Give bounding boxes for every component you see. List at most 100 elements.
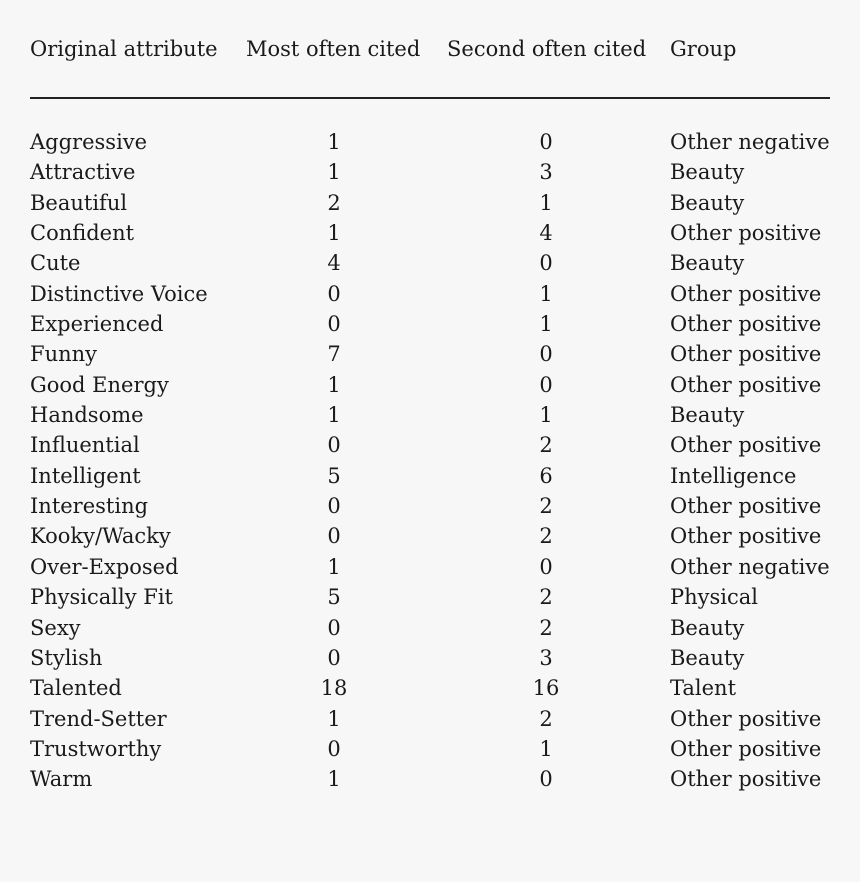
table-row: Cute 4 0 Beauty [30, 248, 830, 278]
cell-most-often-cited: 0 [327, 494, 341, 519]
cell-most-often-cited: 0 [327, 524, 341, 549]
cell-attribute: Intelligent [30, 463, 141, 488]
cell-group: Beauty [670, 251, 745, 276]
table-row: Stylish 0 3 Beauty [30, 643, 830, 673]
cell-attribute: Cute [30, 251, 81, 276]
table-row: Handsome 1 1 Beauty [30, 400, 830, 430]
table-row: Experienced 0 1 Other positive [30, 309, 830, 339]
cell-second-often-cited: 0 [539, 767, 553, 792]
cell-most-often-cited: 0 [327, 645, 341, 670]
cell-most-often-cited: 5 [327, 585, 341, 610]
table-row: Intelligent 5 6 Intelligence [30, 461, 830, 491]
cell-second-often-cited: 0 [539, 554, 553, 579]
cell-second-often-cited: 3 [539, 645, 553, 670]
table-row: Attractive 1 3 Beauty [30, 157, 830, 187]
cell-attribute: Stylish [30, 645, 103, 670]
cell-second-often-cited: 1 [539, 736, 553, 761]
cell-most-often-cited: 0 [327, 281, 341, 306]
cell-second-often-cited: 2 [539, 494, 553, 519]
cell-group: Beauty [670, 160, 745, 185]
cell-second-often-cited: 1 [539, 190, 553, 215]
cell-group: Beauty [670, 403, 745, 428]
cell-group: Beauty [670, 615, 745, 640]
table-row: Kooky/Wacky 0 2 Other positive [30, 521, 830, 551]
cell-attribute: Influential [30, 433, 140, 458]
cell-second-often-cited: 0 [539, 372, 553, 397]
table-row: Funny 7 0 Other positive [30, 339, 830, 369]
cell-group: Physical [670, 585, 759, 610]
cell-attribute: Funny [30, 342, 98, 367]
cell-most-often-cited: 0 [327, 433, 341, 458]
table-row: Good Energy 1 0 Other positive [30, 370, 830, 400]
cell-group: Intelligence [670, 463, 797, 488]
cell-group: Other positive [670, 342, 822, 367]
header-original-attribute: Original attribute [30, 37, 218, 61]
cell-most-often-cited: 0 [327, 312, 341, 337]
cell-second-often-cited: 16 [532, 676, 560, 701]
cell-group: Other positive [670, 524, 822, 549]
cell-attribute: Experienced [30, 312, 164, 337]
cell-second-often-cited: 0 [539, 251, 553, 276]
cell-second-often-cited: 2 [539, 433, 553, 458]
cell-group: Other positive [670, 767, 822, 792]
cell-most-often-cited: 1 [327, 372, 341, 397]
cell-most-often-cited: 0 [327, 615, 341, 640]
cell-second-often-cited: 2 [539, 524, 553, 549]
table-row: Sexy 0 2 Beauty [30, 613, 830, 643]
cell-most-often-cited: 4 [327, 251, 341, 276]
cell-group: Other positive [670, 281, 822, 306]
table-row: Confident 1 4 Other positive [30, 218, 830, 248]
cell-attribute: Good Energy [30, 372, 169, 397]
cell-group: Other negative [670, 554, 830, 579]
cell-second-often-cited: 4 [539, 221, 553, 246]
cell-attribute: Over-Exposed [30, 554, 179, 579]
table-row: Over-Exposed 1 0 Other negative [30, 552, 830, 582]
table-header: Original attribute Most often cited Seco… [30, 34, 830, 68]
cell-attribute: Handsome [30, 403, 144, 428]
cell-second-often-cited: 1 [539, 403, 553, 428]
cell-group: Other positive [670, 372, 822, 397]
cell-most-often-cited: 1 [327, 554, 341, 579]
header-most-often-cited: Most often cited [246, 37, 421, 61]
table-row: Warm 1 0 Other positive [30, 764, 830, 794]
cell-most-often-cited: 7 [327, 342, 341, 367]
cell-most-often-cited: 2 [327, 190, 341, 215]
table-row: Talented 18 16 Talent [30, 673, 830, 703]
cell-attribute: Distinctive Voice [30, 281, 208, 306]
cell-second-often-cited: 1 [539, 312, 553, 337]
cell-attribute: Trustworthy [30, 736, 162, 761]
header-rule [30, 97, 830, 99]
cell-attribute: Kooky/Wacky [30, 524, 171, 549]
table-row: Aggressive 1 0 Other negative [30, 127, 830, 157]
table-row: Trustworthy 0 1 Other positive [30, 734, 830, 764]
cell-group: Other negative [670, 130, 830, 154]
cell-attribute: Aggressive [30, 130, 148, 154]
cell-attribute: Warm [30, 767, 93, 792]
cell-most-often-cited: 1 [327, 706, 341, 731]
cell-most-often-cited: 1 [327, 767, 341, 792]
table-row: Physically Fit 5 2 Physical [30, 582, 830, 612]
cell-group: Talent [670, 676, 737, 701]
header-second-often-cited: Second often cited [447, 37, 647, 61]
cell-attribute: Talented [30, 676, 122, 701]
cell-group: Beauty [670, 190, 745, 215]
cell-group: Other positive [670, 312, 822, 337]
cell-second-often-cited: 2 [539, 585, 553, 610]
header-group: Group [670, 37, 737, 61]
cell-most-often-cited: 1 [327, 130, 341, 154]
table-row: Influential 0 2 Other positive [30, 430, 830, 460]
cell-group: Beauty [670, 645, 745, 670]
cell-most-often-cited: 18 [320, 676, 348, 701]
cell-group: Other positive [670, 494, 822, 519]
cell-attribute: Attractive [30, 160, 136, 185]
cell-second-often-cited: 3 [539, 160, 553, 185]
cell-second-often-cited: 2 [539, 615, 553, 640]
cell-most-often-cited: 5 [327, 463, 341, 488]
cell-attribute: Beautiful [30, 190, 128, 215]
cell-attribute: Sexy [30, 615, 81, 640]
cell-group: Other positive [670, 736, 822, 761]
cell-second-often-cited: 2 [539, 706, 553, 731]
cell-most-often-cited: 1 [327, 160, 341, 185]
cell-group: Other positive [670, 433, 822, 458]
